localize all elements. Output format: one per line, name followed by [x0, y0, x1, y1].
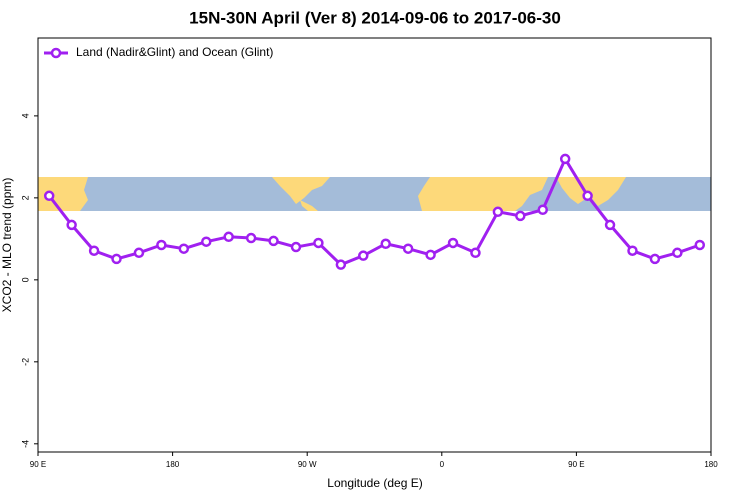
point: [402, 243, 414, 254]
point: [492, 206, 504, 218]
point: [537, 204, 548, 215]
x-tick-label: 90 E: [30, 460, 46, 469]
point: [358, 250, 369, 261]
x-axis-label: Longitude (deg E): [327, 476, 422, 490]
point: [43, 190, 55, 202]
y-tick-label: 4: [20, 113, 30, 118]
x-tick-label: 90 E: [568, 460, 584, 469]
point: [178, 243, 190, 254]
x-tick-label: 180: [704, 460, 718, 469]
point: [133, 247, 145, 259]
point: [425, 249, 436, 261]
point: [694, 239, 706, 251]
series-line: [48, 157, 701, 267]
legend-label: Land (Nadir&Glint) and Ocean (Glint): [76, 45, 273, 59]
point: [672, 247, 683, 259]
point: [88, 245, 100, 256]
point: [447, 237, 459, 249]
point: [156, 239, 167, 251]
point: [335, 259, 347, 270]
point: [201, 236, 212, 247]
point: [515, 210, 526, 222]
y-tick-label: -2: [20, 358, 30, 366]
y-tick-label: 2: [20, 195, 30, 200]
y-axis-label: XCO2 - MLO trend (ppm): [0, 178, 14, 313]
plot-frame: [37, 37, 712, 453]
point: [582, 190, 593, 202]
point: [559, 153, 571, 165]
point: [604, 219, 616, 231]
point: [290, 241, 302, 253]
x-tick-label: 0: [440, 460, 445, 469]
point: [313, 237, 324, 249]
chart-title: 15N-30N April (Ver 8) 2014-09-06 to 2017…: [189, 8, 561, 27]
point: [649, 253, 661, 265]
point: [470, 247, 481, 259]
x-tick-label: 90 W: [298, 460, 317, 469]
point: [627, 245, 638, 256]
legend-marker: [50, 47, 62, 59]
world-map-strip: [38, 177, 711, 211]
y-tick-label: 0: [20, 277, 30, 282]
point: [223, 231, 234, 243]
point: [111, 253, 122, 265]
point: [380, 238, 391, 250]
y-tick-label: -4: [20, 440, 30, 448]
point: [268, 235, 279, 247]
x-tick-label: 180: [166, 460, 180, 469]
point: [66, 219, 77, 231]
point: [245, 232, 257, 244]
